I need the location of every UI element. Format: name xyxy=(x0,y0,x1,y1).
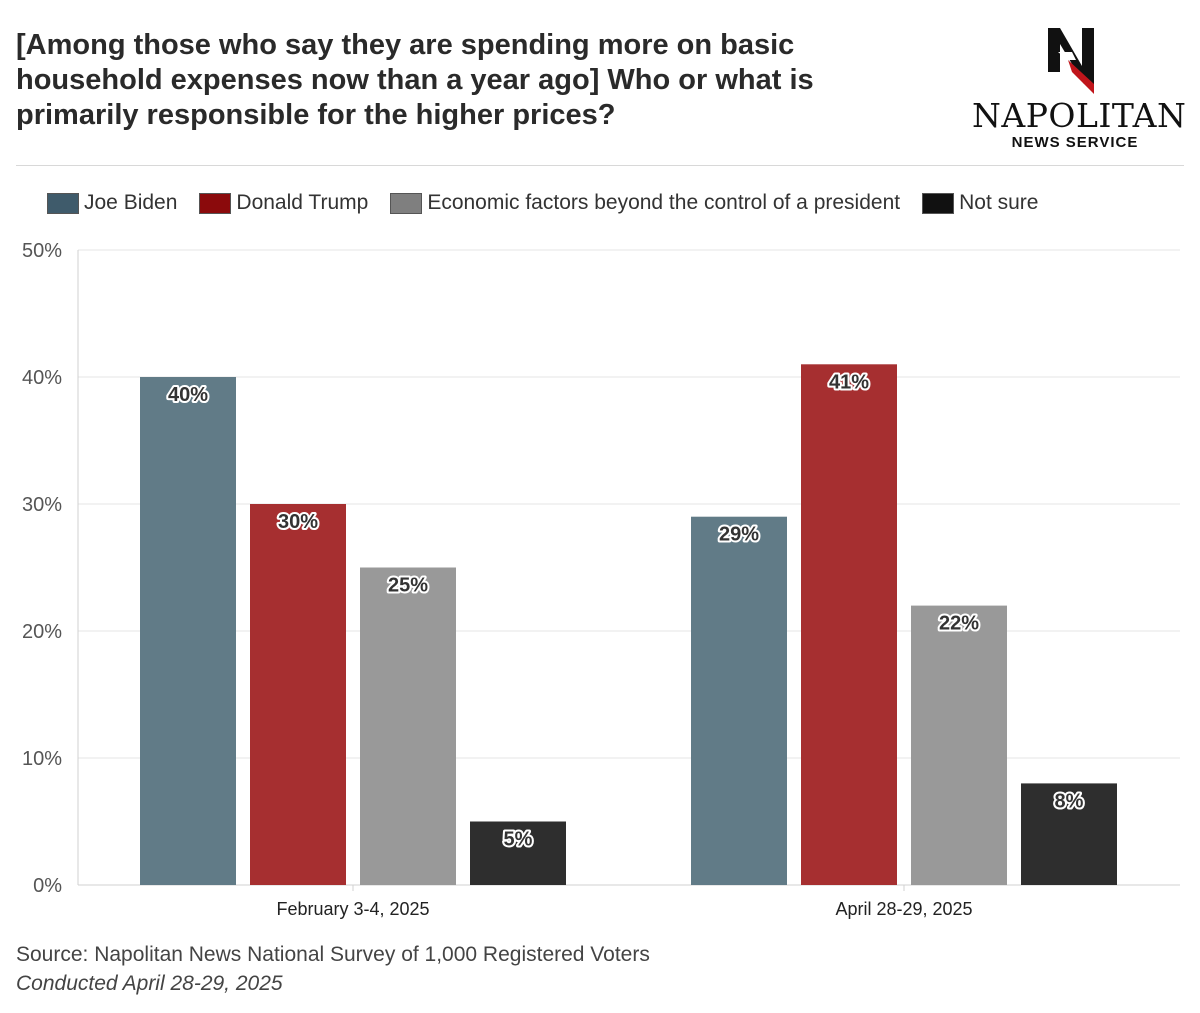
legend-swatch xyxy=(390,192,423,214)
bar xyxy=(1021,783,1117,885)
bar xyxy=(360,567,456,885)
y-tick-label: 0% xyxy=(33,875,62,897)
conducted-note: Conducted April 28-29, 2025 xyxy=(16,972,283,995)
legend-item: Donald Trump xyxy=(199,191,368,215)
bar-data-label: 29% xyxy=(719,524,759,546)
source-note: Source: Napolitan News National Survey o… xyxy=(16,943,650,966)
y-tick-label: 30% xyxy=(22,494,62,516)
legend-label: Donald Trump xyxy=(236,191,369,214)
y-tick-label: 50% xyxy=(22,240,62,262)
legend-swatch xyxy=(922,192,955,214)
legend-item: Joe Biden xyxy=(47,191,177,215)
bar xyxy=(691,516,787,885)
bar-data-label: 5% xyxy=(504,829,533,851)
chart-legend: Joe Biden Donald Trump Economic factors be… xyxy=(47,188,1060,218)
x-tick-label: April 28-29, 2025 xyxy=(835,899,972,919)
bar-data-label: 41% xyxy=(829,371,869,393)
logo-subtitle: NEWS SERVICE xyxy=(1011,134,1139,151)
legend-label: Joe Biden xyxy=(84,191,178,214)
bar-data-label: 40% xyxy=(168,384,208,406)
bar xyxy=(911,605,1007,885)
bar-data-label: 22% xyxy=(939,613,979,635)
y-tick-label: 10% xyxy=(22,748,62,770)
header-divider xyxy=(16,165,1184,166)
bar xyxy=(140,377,236,885)
bar-data-label: 30% xyxy=(278,511,318,533)
legend-swatch xyxy=(199,192,232,214)
bar-data-label: 25% xyxy=(388,575,428,597)
legend-label: Economic factors beyond the control of a… xyxy=(427,191,901,214)
x-tick-label: February 3-4, 2025 xyxy=(276,899,429,919)
bar xyxy=(801,364,897,885)
y-tick-label: 20% xyxy=(22,621,62,643)
bar-chart: 0% 10% 20% 30% 40% 50% 40% 30% 25% 5% February 3-4… xyxy=(22,240,1180,919)
logo-wordmark: NAPOLITAN xyxy=(972,96,1187,135)
legend-item: Economic factors beyond the control of a… xyxy=(390,191,900,215)
legend-swatch xyxy=(47,192,79,214)
chart-title: [Among those who say they are spending m… xyxy=(16,29,814,131)
bar xyxy=(470,821,566,885)
bar-data-label: 8% xyxy=(1055,790,1084,812)
napolitan-emblem-icon xyxy=(1048,28,1094,94)
legend-label: Not sure xyxy=(959,191,1039,214)
bar xyxy=(250,504,346,885)
legend-item: Not sure xyxy=(922,191,1038,215)
brand-logo: NAPOLITAN NEWS SERVICE xyxy=(972,26,1187,156)
y-tick-label: 40% xyxy=(22,367,62,389)
